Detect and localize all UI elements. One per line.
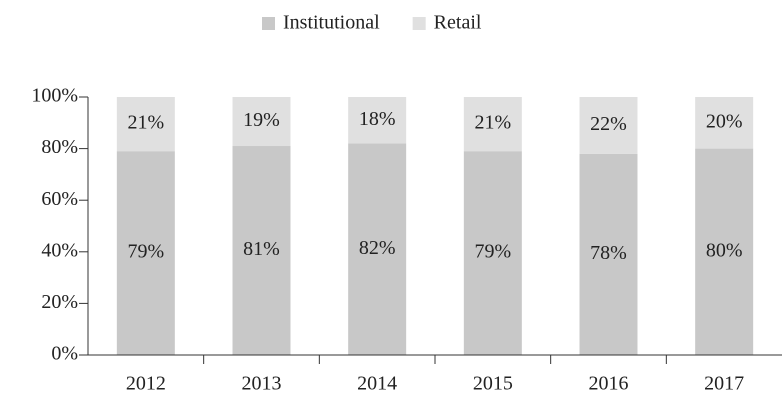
bar-segment <box>463 151 522 355</box>
x-tick-label: 2013 <box>242 373 282 395</box>
bar-segment <box>695 148 754 355</box>
value-label: 79% <box>474 241 511 263</box>
value-label: 20% <box>706 110 743 132</box>
legend-swatch <box>262 17 275 30</box>
x-tick-label: 2014 <box>357 373 397 395</box>
value-label: 82% <box>359 237 396 259</box>
bar-segment <box>463 97 522 152</box>
y-tick-label: 100% <box>31 85 78 107</box>
value-label: 18% <box>359 108 396 130</box>
x-tick-label: 2017 <box>704 373 744 395</box>
bar-segment <box>695 97 754 149</box>
bar-segment <box>116 97 175 152</box>
y-tick-label: 60% <box>41 188 78 210</box>
bar-segment <box>232 97 291 147</box>
value-label: 80% <box>706 239 743 261</box>
y-tick-label: 20% <box>41 291 78 313</box>
value-label: 21% <box>127 112 164 134</box>
bar-segment <box>348 97 407 144</box>
bar-segment <box>116 151 175 355</box>
legend-label: Institutional <box>283 12 380 34</box>
bar-segment <box>579 153 638 355</box>
y-tick-label: 0% <box>51 343 78 365</box>
y-tick-label: 40% <box>41 239 78 261</box>
value-label: 79% <box>127 241 164 263</box>
legend-swatch <box>412 17 426 30</box>
x-tick-label: 2016 <box>589 373 629 395</box>
y-tick-label: 80% <box>41 136 78 158</box>
bar-segment <box>232 146 291 355</box>
value-label: 19% <box>243 109 280 131</box>
value-label: 22% <box>590 113 627 135</box>
x-tick-label: 2015 <box>473 373 513 395</box>
value-label: 78% <box>590 242 627 264</box>
legend-label: Retail <box>434 12 482 34</box>
value-label: 21% <box>474 112 511 134</box>
bar-segment <box>348 143 407 355</box>
bar-segment <box>579 97 638 154</box>
x-tick-label: 2012 <box>126 373 166 395</box>
value-label: 81% <box>243 238 280 260</box>
